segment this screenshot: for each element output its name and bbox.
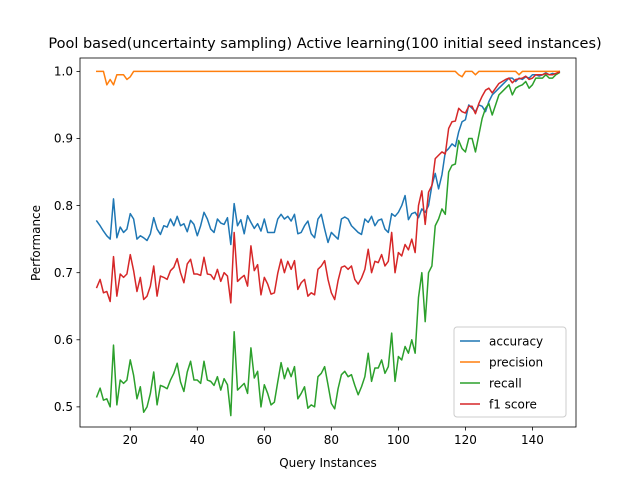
- axes-frame: [79, 57, 577, 428]
- axes: 20 40 60 80 100 120 140 0.5 0.6 0.7 0.8 0.9 1.0: [54, 57, 577, 447]
- series-line-accuracy: [95, 70, 561, 246]
- y-tick-label: 0.6: [54, 333, 73, 347]
- series-lines: [95, 70, 561, 417]
- plot-area: 20 40 60 80 100 120 140 0.5 0.6 0.7 0.8 0.9 1.0: [54, 57, 577, 447]
- y-tick-label: 0.7: [54, 266, 73, 280]
- legend: accuracy precision recall f1 score: [453, 326, 567, 418]
- x-tick-label: 40: [190, 433, 205, 447]
- y-tick-label: 0.8: [54, 199, 73, 213]
- series-line-f1-score: [95, 71, 561, 304]
- legend-label-precision: precision: [489, 355, 543, 369]
- x-tick-label: 60: [257, 433, 272, 447]
- y-axis-label: Performance: [29, 205, 43, 281]
- legend-label-recall: recall: [489, 376, 522, 390]
- x-tick-label: 80: [324, 433, 339, 447]
- legend-label-accuracy: accuracy: [489, 334, 543, 348]
- series-line-recall: [95, 71, 561, 417]
- chart-title: Pool based(uncertainty sampling) Active …: [48, 36, 601, 52]
- y-tick-label: 0.5: [54, 400, 73, 414]
- series-line-precision: [96, 70, 560, 86]
- x-tick-label: 20: [123, 433, 138, 447]
- x-tick-label: 100: [387, 433, 410, 447]
- legend-label-f1-score: f1 score: [489, 397, 537, 411]
- legend-box: [453, 326, 567, 418]
- x-axis-label: Query Instances: [279, 456, 377, 470]
- x-tick-label: 120: [454, 433, 477, 447]
- y-tick-label: 1.0: [54, 65, 73, 79]
- x-tick-label: 140: [521, 433, 544, 447]
- y-tick-label: 0.9: [54, 132, 73, 146]
